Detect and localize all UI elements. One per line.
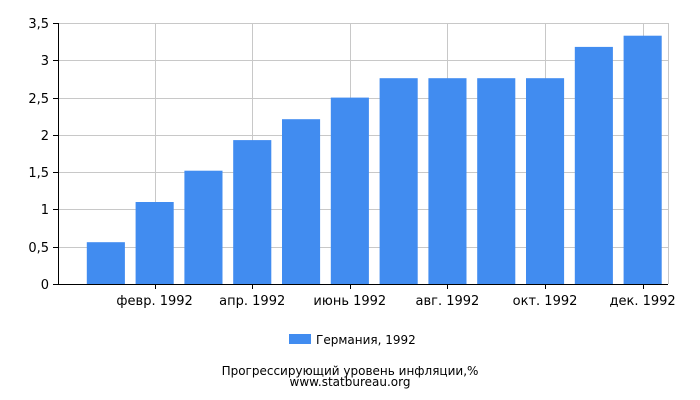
bar-4 — [233, 140, 272, 284]
y-tick-label: 1,5 — [28, 166, 49, 181]
bar-1 — [86, 242, 125, 284]
bar-10 — [526, 78, 565, 284]
chart-source: www.statbureau.org — [290, 375, 411, 389]
bar-9 — [477, 78, 516, 284]
y-tick-label: 1 — [41, 203, 49, 218]
bar-2 — [135, 202, 174, 284]
x-tick-label: апр. 1992 — [219, 294, 285, 309]
y-tick-label: 3,5 — [28, 17, 49, 32]
x-tick-label: окт. 1992 — [513, 294, 578, 309]
legend-label-germany: Германия, 1992 — [316, 333, 416, 347]
x-axis-tick-labels: февр. 1992 апр. 1992 июнь 1992 авг. 1992 окт… — [116, 294, 675, 309]
bar-6 — [330, 97, 369, 284]
y-axis-tick-labels: 0 0,5 1 1,5 2 2,5 3 3,5 — [28, 17, 49, 293]
bar-7 — [379, 78, 418, 284]
bar-12 — [623, 35, 662, 285]
bar-11 — [574, 46, 613, 285]
x-tick-label: февр. 1992 — [116, 294, 192, 309]
x-tick-label: июнь 1992 — [313, 294, 386, 309]
legend: Германия, 1992 — [289, 333, 416, 347]
bar-3 — [184, 170, 223, 284]
y-tick-label: 0,5 — [28, 241, 49, 256]
y-tick-label: 2 — [41, 129, 49, 144]
x-tick-label: дек. 1992 — [610, 294, 676, 309]
chart-title: Прогрессирующий уровень инфляции,% — [222, 364, 479, 378]
y-tick-label: 3 — [41, 54, 49, 69]
bar-series — [86, 35, 662, 285]
axes — [53, 23, 668, 289]
y-tick-label: 0 — [41, 278, 49, 293]
x-tick-label: авг. 1992 — [416, 294, 480, 309]
y-tick-label: 2,5 — [28, 92, 49, 107]
bar-5 — [282, 119, 321, 284]
legend-swatch — [289, 334, 311, 344]
bar-8 — [428, 78, 467, 284]
